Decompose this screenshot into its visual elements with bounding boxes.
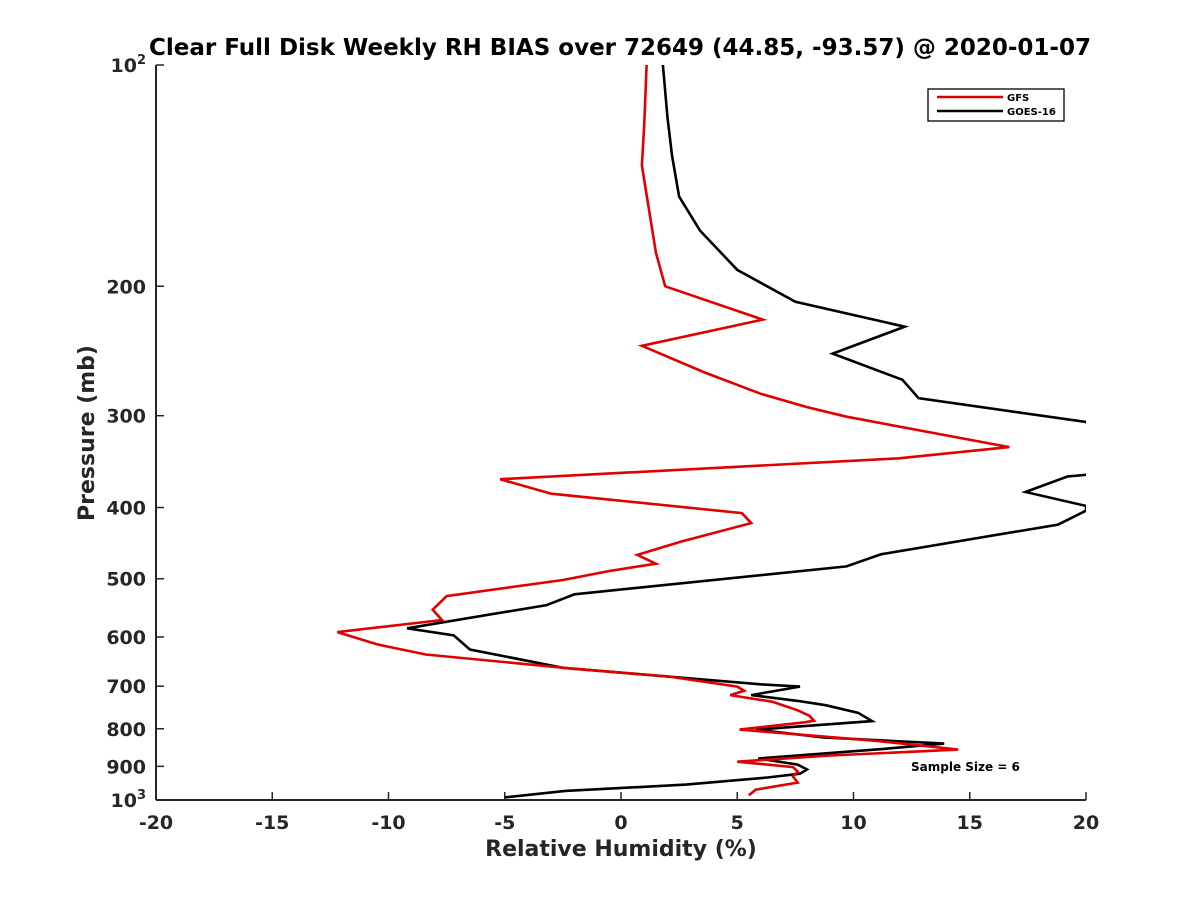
x-axis-label: Relative Humidity (%) [485,837,757,862]
x-tick-label: 15 [957,812,983,834]
y-axis-label: Pressure (mb) [75,345,100,521]
x-axis-ticks: -20 -15 -10 -5 0 5 10 15 20 [139,792,1099,834]
series-line-gfs [337,65,1010,797]
y-tick-label: 300 [106,406,146,428]
y-axis-ticks: 102 200 300 400 500 600 700 800 900 103 [106,53,164,812]
y-tick-label: 900 [106,756,146,778]
y-tick-label: 600 [106,627,146,649]
y-tick-label: 400 [106,498,146,520]
chart-title: Clear Full Disk Weekly RH BIAS over 7264… [149,35,1091,61]
x-tick-label: -20 [139,812,173,834]
x-tick-label: -5 [494,812,515,834]
y-tick-label: 500 [106,569,146,591]
sample-size-annotation: Sample Size = 6 [911,760,1020,774]
legend-label-gfs: GFS [1007,93,1029,104]
y-tick-label: 700 [106,676,146,698]
y-tick-label: 200 [106,276,146,298]
x-tick-label: -15 [255,812,289,834]
x-tick-label: 20 [1073,812,1099,834]
y-tick-label: 103 [111,788,147,812]
y-tick-label: 800 [106,719,146,741]
x-tick-label: 0 [614,812,627,834]
y-tick-label: 102 [111,53,147,77]
series-line-goes16 [406,65,1086,799]
legend-label-goes16: GOES-16 [1007,107,1056,118]
x-tick-label: 5 [731,812,744,834]
series-layer [337,65,1086,799]
x-tick-label: 10 [840,812,866,834]
legend: GFS GOES-16 [927,88,1065,122]
legend-box [927,88,1065,122]
x-tick-label: -10 [371,812,405,834]
